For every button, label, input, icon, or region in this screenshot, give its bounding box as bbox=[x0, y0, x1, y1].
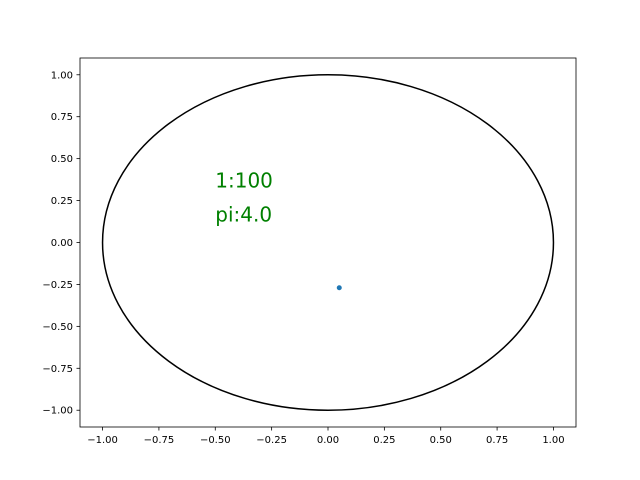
y-tick-label: −0.75 bbox=[42, 364, 73, 375]
y-tick-label: −0.25 bbox=[42, 280, 73, 291]
x-tick-label: −0.25 bbox=[256, 435, 287, 446]
y-tick-label: 0.75 bbox=[51, 112, 73, 123]
x-tick-label: 0.75 bbox=[486, 435, 508, 446]
annotation-text: 1:100 pi:4.0 bbox=[215, 169, 279, 227]
unit-circle bbox=[101, 74, 555, 411]
x-tick-label: −0.75 bbox=[144, 435, 175, 446]
y-axis: 1.00 0.75 0.50 0.25 0.00 −0.25 −0.50 −0.75 −1.00 bbox=[42, 70, 80, 417]
data-point bbox=[336, 285, 342, 291]
y-tick-label: 1.00 bbox=[51, 70, 73, 81]
y-tick-label: 0.00 bbox=[51, 238, 73, 249]
x-tick-label: 1.00 bbox=[542, 435, 564, 446]
y-tick-label: −1.00 bbox=[42, 406, 73, 417]
plot-area bbox=[80, 58, 576, 427]
annotation-line-1: 1:100 bbox=[215, 169, 273, 193]
y-tick-label: 0.25 bbox=[51, 196, 73, 207]
y-tick-label: −0.50 bbox=[42, 322, 73, 333]
x-tick-label: 0.25 bbox=[373, 435, 395, 446]
x-axis: −1.00 −0.75 −0.50 −0.25 0.00 0.25 0.50 0.75 1.00 bbox=[87, 427, 565, 446]
x-tick-label: 0.00 bbox=[317, 435, 339, 446]
y-tick-label: 0.50 bbox=[51, 154, 73, 165]
x-tick-label: −1.00 bbox=[87, 435, 118, 446]
annotation-line-2: pi:4.0 bbox=[215, 203, 272, 227]
x-tick-label: −0.50 bbox=[200, 435, 231, 446]
x-tick-label: 0.50 bbox=[430, 435, 452, 446]
